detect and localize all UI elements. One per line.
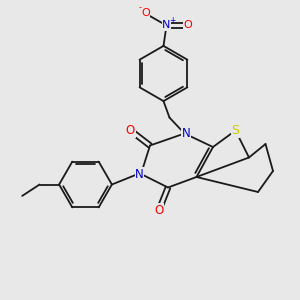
Text: O: O: [183, 20, 192, 31]
Text: O: O: [154, 203, 164, 217]
Text: N: N: [182, 127, 190, 140]
Text: -: -: [139, 4, 142, 13]
Text: O: O: [141, 8, 150, 19]
Text: S: S: [232, 124, 239, 137]
Text: N: N: [135, 167, 144, 181]
Text: O: O: [126, 124, 135, 137]
Text: +: +: [169, 16, 175, 25]
Text: N: N: [162, 20, 171, 31]
